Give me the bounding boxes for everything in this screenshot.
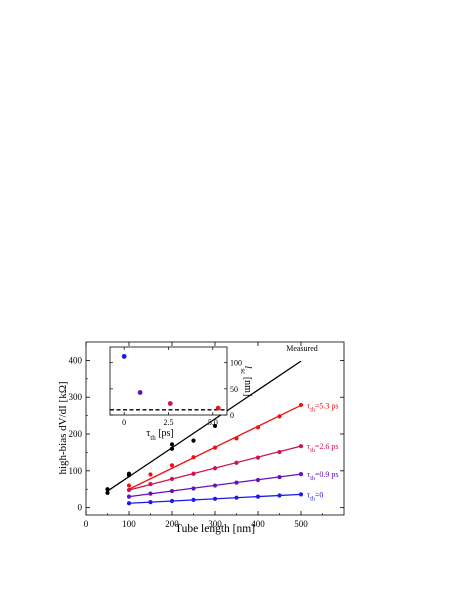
x-tick-label: 100	[122, 519, 136, 529]
data-point	[212, 423, 218, 429]
series-label: Measured	[286, 344, 318, 353]
data-point	[105, 490, 110, 496]
main-y-axis-label: high-bias dV/dI [kΩ]	[57, 381, 69, 474]
x-tick-label: 0	[84, 519, 89, 529]
inset-x-axis: 0 2.5 5.0	[122, 347, 218, 427]
x-tick-label: 500	[294, 519, 308, 529]
main-x-axis-label: Tube length [nm]	[175, 523, 255, 535]
inset-x-axis-label: τth [ps]	[146, 428, 174, 442]
main-x-axis: 0 100 200 300 400 500	[84, 342, 323, 529]
data-point	[277, 449, 282, 455]
data-point	[234, 495, 239, 500]
data-point	[126, 487, 132, 493]
y-tick-label: 200	[69, 429, 83, 439]
inset-data-point	[137, 390, 143, 395]
inset-y-tick-label: 0	[230, 411, 234, 420]
y-tick-label: 300	[69, 392, 83, 402]
inset-data-point	[121, 354, 127, 359]
data-point	[191, 438, 196, 443]
data-point	[212, 466, 218, 471]
data-point	[234, 460, 239, 465]
data-point	[212, 445, 218, 450]
series-labels: Measured τth=5.3 ps τth=2.6 ps τth=0.9 ps τt…	[286, 344, 338, 502]
main-data-points	[105, 402, 304, 506]
data-point	[234, 480, 239, 485]
data-point	[191, 455, 196, 460]
fit-line	[107, 360, 302, 492]
data-point	[234, 436, 239, 441]
data-point	[169, 498, 175, 504]
inset-x-tick-label: 2.5	[164, 418, 174, 427]
inset-y-tick-label: 100	[230, 359, 242, 368]
data-point	[148, 472, 153, 477]
data-point	[148, 491, 153, 496]
inset-x-tick-label: 5.0	[208, 418, 218, 427]
inset-x-tick-label: 0	[122, 418, 126, 427]
series-label: τth=0	[307, 490, 323, 502]
y-tick-label: 400	[69, 355, 83, 365]
data-point	[169, 442, 175, 447]
data-point	[191, 497, 196, 503]
data-point	[255, 455, 261, 460]
data-point	[105, 487, 110, 492]
data-point	[126, 473, 132, 478]
data-point	[126, 494, 132, 499]
data-point	[277, 414, 282, 419]
x-tick-label: 400	[251, 519, 265, 529]
inset-data-points	[121, 354, 221, 411]
series-label: τth=2.6 ps	[307, 442, 339, 454]
y-tick-label: 100	[69, 466, 83, 476]
data-point	[148, 481, 153, 487]
inset-chart: 0 2.5 5.0 0 50 100 τth [ps] lsc [nm]	[109, 346, 253, 442]
data-point	[169, 476, 175, 482]
data-point	[212, 483, 218, 488]
data-point	[255, 425, 261, 430]
data-point	[212, 496, 218, 501]
x-tick-label: 300	[208, 519, 222, 529]
y-tick-label: 0	[78, 503, 83, 513]
data-point	[255, 494, 261, 499]
data-point	[126, 501, 132, 506]
data-point	[255, 477, 261, 483]
inset-data-point	[167, 401, 173, 406]
series-label: τth=5.3 ps	[307, 401, 339, 413]
data-point	[169, 463, 175, 468]
data-point	[298, 492, 304, 497]
series-label: τth=0.9 ps	[307, 470, 339, 482]
inset-y-axis-label: lsc [nm]	[239, 366, 253, 397]
inset-y-axis: 0 50 100	[110, 359, 242, 420]
data-point	[126, 483, 132, 488]
data-point	[148, 500, 153, 505]
inset-y-tick-label: 50	[230, 385, 238, 394]
data-point	[191, 486, 196, 491]
data-point	[191, 471, 196, 476]
data-point	[298, 444, 304, 449]
data-point	[277, 493, 282, 498]
data-point	[169, 446, 175, 451]
data-point	[169, 488, 175, 494]
data-point	[277, 474, 282, 480]
data-point	[298, 472, 304, 477]
x-tick-label: 200	[165, 519, 179, 529]
main-y-axis: 0 100 200 300 400	[69, 355, 344, 513]
inset-data-point	[215, 405, 221, 411]
data-point	[298, 402, 304, 408]
